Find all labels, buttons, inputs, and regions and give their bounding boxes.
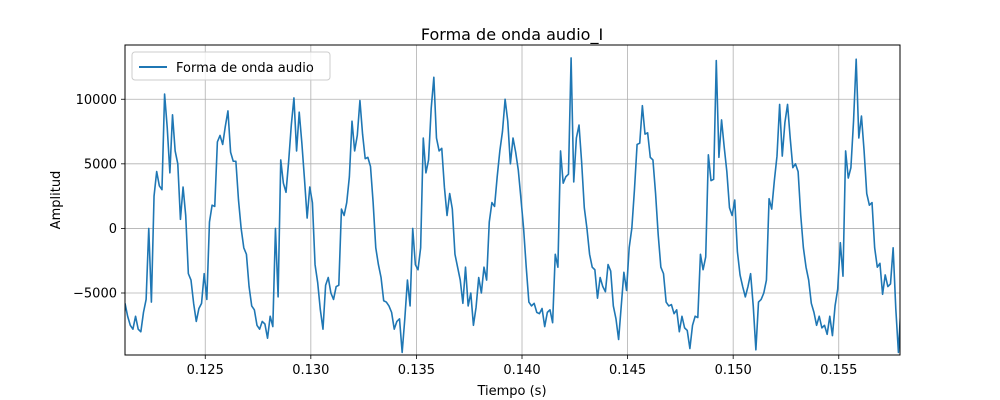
x-tick-label: 0.155 <box>820 363 857 378</box>
y-tick-label: 10000 <box>76 93 117 108</box>
chart-title: Forma de onda audio_I <box>421 25 603 45</box>
x-tick-label: 0.150 <box>715 363 752 378</box>
legend-box <box>131 51 331 81</box>
plot-frame <box>124 44 901 356</box>
y-tick-label: −5000 <box>73 287 117 302</box>
x-tick-label: 0.145 <box>609 363 646 378</box>
x-tick-label: 0.135 <box>398 363 435 378</box>
x-tick-label: 0.130 <box>292 363 329 378</box>
series-line-audio <box>125 57 900 354</box>
x-tick-label: 0.140 <box>503 363 540 378</box>
series-layer <box>125 57 900 354</box>
legend-label: Forma de onda audio <box>176 61 314 76</box>
y-tick-label: 0 <box>109 222 117 237</box>
y-tick-label: 5000 <box>84 157 117 172</box>
axis-ticks: 0.125 0.130 0.135 0.140 0.145 0.150 0.155 −5000… <box>73 93 857 378</box>
grid <box>125 45 900 355</box>
legend: Forma de onda audio <box>131 51 331 81</box>
x-tick-label: 0.125 <box>187 363 224 378</box>
x-axis-label: Tiempo (s) <box>476 384 546 399</box>
y-axis-label: Amplitud <box>49 171 64 230</box>
